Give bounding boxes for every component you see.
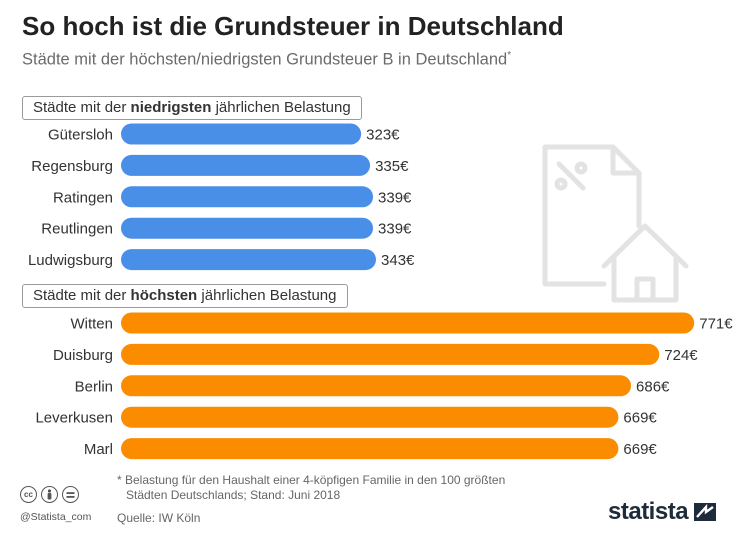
- section-label-emphasis: niedrigsten: [130, 99, 212, 116]
- bar: [121, 406, 619, 428]
- category-label: Marl: [84, 441, 113, 458]
- category-label: Ratingen: [53, 189, 113, 206]
- category-label: Duisburg: [53, 347, 113, 364]
- chart-subtitle: Städte mit der höchsten/niedrigsten Grun…: [22, 50, 511, 70]
- attribution-icon: [41, 486, 58, 503]
- value-label: 686€: [636, 378, 670, 395]
- no-derivatives-icon: [62, 486, 79, 503]
- section-label-text: Städte mit der: [33, 99, 131, 116]
- category-label: Leverkusen: [35, 410, 113, 427]
- brand-name: statista: [608, 498, 689, 525]
- category-label: Berlin: [75, 378, 113, 395]
- footnote: * Belastung für den Haushalt einer 4-köp…: [117, 473, 577, 503]
- chart-title: So hoch ist die Grundsteuer in Deutschla…: [22, 11, 564, 41]
- cc-icon: cc: [20, 486, 37, 503]
- bar: [121, 217, 374, 239]
- bar: [121, 123, 362, 145]
- subtitle-text: Städte mit der höchsten/niedrigsten Grun…: [22, 50, 508, 69]
- subtitle-footnote-mark: *: [507, 50, 512, 61]
- document-house-icon: [542, 144, 689, 303]
- footnote-line: Städten Deutschlands; Stand: Juni 2018: [126, 488, 341, 502]
- bar: [121, 375, 632, 397]
- value-label: 343€: [381, 252, 415, 269]
- value-label: 669€: [623, 441, 657, 458]
- value-label: 339€: [378, 221, 412, 238]
- bar: [121, 154, 371, 176]
- value-label: 323€: [366, 127, 400, 144]
- category-label: Gütersloh: [48, 127, 113, 144]
- category-label: Reutlingen: [41, 221, 113, 238]
- bar: [121, 343, 660, 365]
- bar: [121, 312, 695, 334]
- statista-logo[interactable]: statista: [608, 498, 717, 526]
- bar: [121, 186, 374, 208]
- section-label-text: jährlichen Belastung: [197, 287, 337, 304]
- section-label-highest: Städte mit der höchsten jährlichen Belas…: [22, 284, 348, 308]
- value-label: 724€: [664, 347, 698, 364]
- value-label: 335€: [375, 158, 409, 175]
- bar: [121, 249, 377, 271]
- license-icons: cc: [20, 486, 79, 503]
- category-label: Witten: [70, 316, 113, 333]
- value-label: 771€: [699, 316, 733, 333]
- source-note: Quelle: IW Köln: [117, 511, 201, 525]
- category-label: Ludwigsburg: [28, 252, 113, 269]
- category-label: Regensburg: [31, 158, 113, 175]
- section-label-text: jährlichen Belastung: [211, 99, 351, 116]
- section-label-emphasis: höchsten: [130, 287, 198, 304]
- section-label-text: Städte mit der: [33, 287, 131, 304]
- value-label: 339€: [378, 189, 412, 206]
- section-label-lowest: Städte mit der niedrigsten jährlichen Be…: [22, 96, 362, 120]
- footnote-line: * Belastung für den Haushalt einer 4-köp…: [117, 473, 506, 487]
- value-label: 669€: [623, 410, 657, 427]
- statista-mark-icon: [694, 503, 717, 521]
- social-credit[interactable]: @Statista_com: [20, 511, 92, 523]
- bar: [121, 438, 619, 460]
- bars-layer: Gütersloh 323€ Regensburg 335€ Ratingen 339€ R…: [28, 123, 733, 460]
